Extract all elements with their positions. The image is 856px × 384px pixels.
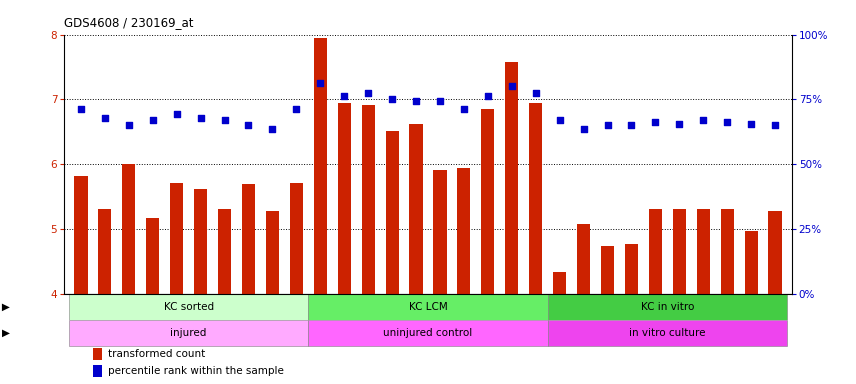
Bar — [308, 294, 548, 320]
Point — [625, 122, 639, 129]
Point — [289, 106, 303, 112]
Bar — [385, 131, 399, 294]
Text: transformed count: transformed count — [108, 349, 205, 359]
Bar — [673, 209, 686, 294]
Point — [265, 126, 279, 132]
Point — [768, 122, 782, 129]
Point — [122, 122, 135, 129]
Point — [385, 96, 399, 103]
Point — [649, 119, 663, 125]
Text: KC LCM: KC LCM — [408, 302, 448, 312]
Bar — [769, 211, 782, 294]
Bar — [146, 218, 159, 294]
Point — [697, 117, 710, 123]
Point — [457, 106, 471, 112]
Point — [673, 121, 687, 127]
Point — [433, 98, 447, 104]
Bar — [721, 209, 734, 294]
Bar — [361, 105, 375, 294]
Bar — [242, 184, 255, 294]
Bar — [93, 348, 102, 359]
Bar — [98, 209, 111, 294]
Point — [193, 114, 207, 121]
Text: injured: injured — [170, 328, 207, 338]
Bar — [69, 294, 308, 320]
Point — [313, 80, 327, 86]
Bar — [93, 365, 102, 377]
Bar — [697, 209, 710, 294]
Bar — [69, 320, 308, 346]
Text: percentile rank within the sample: percentile rank within the sample — [108, 366, 283, 376]
Bar — [529, 103, 543, 294]
Bar — [218, 209, 231, 294]
Bar — [122, 164, 135, 294]
Bar — [548, 320, 787, 346]
Bar — [409, 124, 423, 294]
Bar — [625, 243, 638, 294]
Bar — [266, 211, 279, 294]
Point — [577, 126, 591, 132]
Text: KC sorted: KC sorted — [163, 302, 214, 312]
Point — [553, 117, 567, 123]
Bar — [290, 182, 303, 294]
Point — [601, 122, 615, 129]
Bar — [577, 224, 590, 294]
Text: in vitro culture: in vitro culture — [629, 328, 705, 338]
Text: KC in vitro: KC in vitro — [640, 302, 694, 312]
Point — [74, 106, 88, 112]
Bar — [553, 271, 566, 294]
Text: protocol ▶: protocol ▶ — [0, 328, 9, 338]
Bar — [194, 189, 207, 294]
Bar — [313, 38, 327, 294]
Point — [146, 117, 159, 123]
Point — [241, 122, 255, 129]
Bar — [649, 209, 662, 294]
Point — [481, 93, 495, 99]
Bar — [601, 245, 614, 294]
Point — [529, 90, 543, 96]
Point — [337, 93, 351, 99]
Bar — [745, 231, 758, 294]
Point — [409, 98, 423, 104]
Point — [721, 119, 734, 125]
Point — [98, 114, 112, 121]
Point — [217, 117, 231, 123]
Text: cell type ▶: cell type ▶ — [0, 302, 9, 312]
Bar — [337, 103, 351, 294]
Bar — [170, 182, 183, 294]
Bar — [433, 170, 447, 294]
Bar — [74, 176, 87, 294]
Bar — [457, 168, 471, 294]
Bar — [548, 294, 787, 320]
Bar — [308, 320, 548, 346]
Point — [744, 121, 758, 127]
Point — [361, 90, 375, 96]
Text: uninjured control: uninjured control — [383, 328, 473, 338]
Point — [505, 83, 519, 89]
Bar — [481, 109, 495, 294]
Text: GDS4608 / 230169_at: GDS4608 / 230169_at — [64, 16, 193, 29]
Point — [169, 111, 183, 117]
Bar — [505, 62, 519, 294]
